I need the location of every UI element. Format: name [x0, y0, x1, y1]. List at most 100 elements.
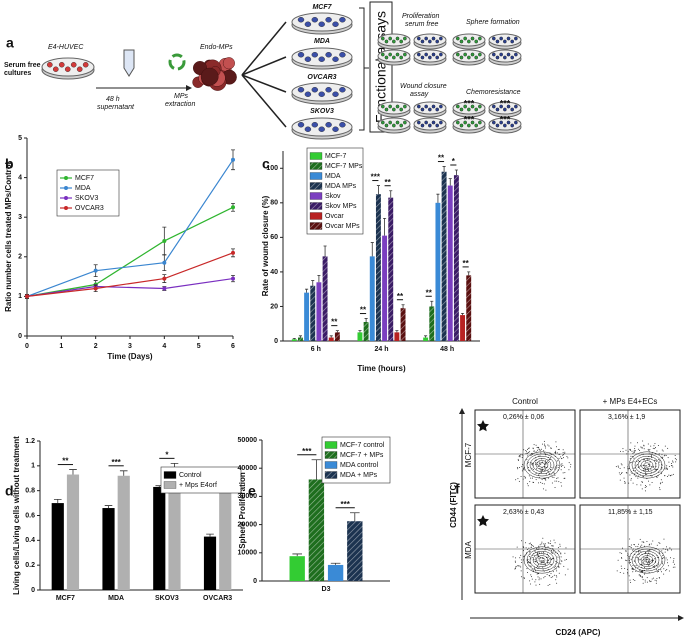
cytometry-dot: [639, 570, 641, 572]
cytometry-dot: [528, 467, 530, 469]
cytometry-dot: [521, 470, 523, 472]
cytometry-dot: [631, 461, 633, 463]
cell: [463, 120, 467, 125]
cytometry-dot: [628, 575, 630, 577]
chemo-mark: ***: [500, 114, 511, 124]
cytometry-dot: [667, 550, 669, 552]
cytometry-dot: [562, 454, 564, 456]
cytometry-dot: [556, 570, 558, 572]
cytometry-dot: [529, 481, 531, 483]
cytometry-dot: [650, 580, 652, 582]
cytometry-dot: [656, 450, 658, 452]
cell: [470, 36, 475, 41]
cytometry-dot: [625, 472, 627, 474]
cytometry-dot: [547, 470, 549, 472]
cytometry-dot: [530, 454, 532, 456]
cytometry-dot: [560, 563, 562, 565]
density-contour: [643, 462, 651, 468]
panel-label: b: [5, 156, 14, 172]
cytometry-dot: [660, 457, 662, 459]
cytometry-dot: [663, 455, 665, 457]
cell: [304, 126, 312, 132]
density-contour: [631, 548, 663, 572]
cytometry-dot: [540, 578, 542, 580]
y-tick-label: 2: [18, 254, 22, 261]
cell: [416, 36, 421, 41]
cytometry-dot: [656, 544, 658, 546]
panel-label: a: [6, 35, 14, 51]
cytometry-dot: [535, 451, 537, 453]
cytometry-dot: [523, 546, 525, 548]
cytometry-dot: [555, 579, 557, 581]
cytometry-dot: [533, 444, 535, 446]
cell: [470, 104, 475, 109]
cell: [392, 107, 396, 112]
cytometry-dot: [632, 452, 634, 454]
cell: [424, 36, 428, 41]
cell: [491, 52, 496, 57]
cytometry-dot: [520, 576, 522, 578]
cytometry-dot: [654, 443, 656, 445]
significance-label: **: [426, 288, 433, 297]
cytometry-dot: [660, 571, 662, 573]
error-bar: [448, 178, 452, 186]
cytometry-dot: [631, 450, 633, 452]
cytometry-dot: [519, 456, 521, 458]
arrow: [241, 74, 287, 128]
cytometry-dot: [649, 581, 651, 583]
cytometry-dot: [542, 560, 544, 562]
cytometry-dot: [561, 485, 563, 487]
bar: [102, 508, 115, 590]
cytometry-dot: [550, 540, 552, 542]
cytometry-dot: [559, 543, 561, 545]
bar: [400, 308, 406, 341]
cytometry-dot: [536, 565, 538, 567]
cytometry-dot: [542, 461, 544, 463]
cytometry-dot: [537, 576, 539, 578]
cell: [514, 104, 518, 109]
cytometry-dot: [638, 543, 640, 545]
error-bar: [311, 459, 322, 480]
cytometry-dot: [669, 475, 671, 477]
cytometry-dot: [649, 549, 651, 551]
cytometry-dot: [648, 458, 650, 460]
error-bar: [370, 242, 374, 257]
significance-label: **: [463, 259, 470, 268]
cell: [399, 123, 404, 128]
cytometry-dot: [672, 566, 674, 568]
error-bar: [430, 300, 434, 307]
cytometry-dot: [646, 473, 648, 475]
density-contour: [634, 455, 660, 475]
cell: [395, 36, 400, 41]
cytometry-dot: [534, 581, 536, 583]
error-bar: [311, 280, 315, 286]
x-tick-label: 3: [128, 343, 132, 350]
cytometry-dot: [666, 467, 668, 469]
cytometry-dot: [641, 488, 643, 490]
cell: [474, 55, 479, 60]
cell: [455, 36, 460, 41]
cell: [431, 120, 436, 125]
cytometry-dot: [630, 455, 632, 457]
cell: [506, 104, 511, 109]
cell: [399, 107, 404, 112]
cytometry-dot: [561, 560, 563, 562]
cytometry-dot: [539, 467, 541, 469]
cell: [297, 52, 305, 58]
cytometry-dot: [524, 477, 526, 479]
cytometry-dot: [521, 466, 523, 468]
cytometry-dot: [667, 447, 669, 449]
y-tick-label: 0: [31, 587, 35, 594]
assay-label: assay: [410, 91, 429, 98]
cytometry-dot: [553, 539, 555, 541]
cell: [388, 120, 392, 125]
cell: [463, 52, 467, 57]
density-contour: [523, 451, 561, 479]
cytometry-dot: [619, 450, 621, 452]
cytometry-dot: [532, 469, 534, 471]
cytometry-dot: [629, 538, 631, 540]
density-contour: [640, 555, 654, 565]
cytometry-dot: [557, 556, 559, 558]
cytometry-dot: [629, 458, 631, 460]
cytometry-dot: [627, 451, 629, 453]
